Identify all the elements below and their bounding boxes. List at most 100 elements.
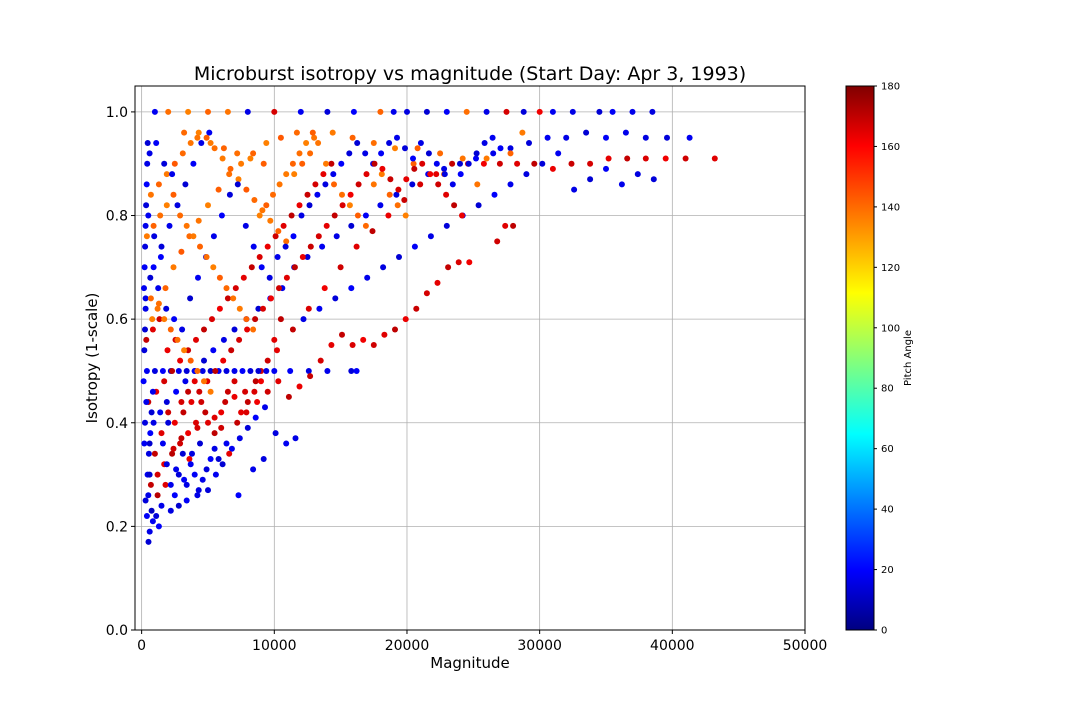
scatter-point bbox=[231, 368, 238, 374]
scatter-point bbox=[502, 222, 509, 229]
scatter-point bbox=[441, 171, 448, 178]
scatter-point bbox=[292, 435, 299, 442]
scatter-point bbox=[220, 145, 227, 152]
scatter-point bbox=[194, 134, 201, 141]
scatter-point bbox=[369, 228, 376, 235]
scatter-point bbox=[583, 129, 590, 136]
scatter-point bbox=[287, 368, 294, 374]
scatter-point bbox=[224, 108, 231, 115]
scatter-point bbox=[411, 165, 418, 172]
scatter-point bbox=[141, 347, 148, 354]
scatter-point bbox=[194, 368, 201, 374]
scatter-point bbox=[312, 181, 319, 188]
scatter-point bbox=[305, 305, 312, 312]
scatter-point bbox=[155, 300, 162, 307]
scatter-point bbox=[507, 145, 514, 152]
scatter-point bbox=[175, 471, 182, 478]
scatter-point bbox=[347, 191, 354, 198]
scatter-point bbox=[466, 259, 473, 266]
scatter-point bbox=[252, 378, 259, 385]
x-axis-ticks: 0 10000 20000 30000 40000 50000 bbox=[137, 630, 827, 654]
scatter-point bbox=[381, 331, 388, 338]
scatter-point bbox=[346, 202, 353, 209]
scatter-point bbox=[236, 305, 243, 312]
scatter-point bbox=[174, 336, 181, 343]
scatter-point bbox=[218, 409, 225, 416]
scatter-point bbox=[170, 264, 177, 271]
scatter-point bbox=[151, 450, 158, 457]
scatter-point bbox=[173, 466, 180, 473]
scatter-point bbox=[212, 368, 219, 374]
scatter-point bbox=[350, 108, 357, 115]
scatter-point bbox=[197, 243, 203, 250]
scatter-point bbox=[622, 129, 629, 136]
scatter-point bbox=[162, 481, 169, 488]
scatter-point bbox=[171, 316, 178, 323]
scatter-point bbox=[195, 129, 202, 136]
scatter-point bbox=[234, 181, 241, 188]
x-tick-label: 30000 bbox=[517, 638, 562, 654]
scatter-point bbox=[263, 202, 270, 209]
scatter-point bbox=[178, 248, 185, 255]
scatter-point bbox=[364, 274, 371, 281]
scatter-point bbox=[571, 186, 578, 193]
scatter-point bbox=[228, 445, 235, 452]
scatter-point bbox=[194, 492, 201, 499]
scatter-point bbox=[331, 212, 338, 219]
chart-title: Microburst isotropy vs magnitude (Start … bbox=[194, 63, 746, 85]
y-tick-label: 0.8 bbox=[106, 209, 128, 225]
scatter-point bbox=[226, 450, 233, 457]
scatter-point bbox=[163, 202, 170, 209]
scatter-point bbox=[370, 342, 377, 348]
scatter-point bbox=[288, 212, 295, 219]
scatter-point bbox=[156, 316, 163, 323]
scatter-point bbox=[150, 419, 157, 426]
scatter-point bbox=[196, 388, 203, 395]
scatter-point bbox=[143, 399, 150, 405]
scatter-point bbox=[481, 140, 488, 146]
scatter-point bbox=[211, 145, 218, 152]
colorbar-tick-label: 160 bbox=[881, 142, 900, 153]
scatter-point bbox=[185, 108, 192, 115]
scatter-point bbox=[149, 388, 156, 395]
scatter-point bbox=[337, 264, 344, 271]
scatter-point bbox=[348, 222, 355, 229]
scatter-point bbox=[179, 326, 186, 333]
scatter-point bbox=[275, 228, 282, 235]
scatter-point bbox=[378, 171, 385, 178]
scatter-point bbox=[328, 160, 335, 167]
scatter-point bbox=[158, 502, 165, 509]
scatter-point bbox=[142, 243, 149, 250]
scatter-point bbox=[264, 357, 271, 364]
scatter-point bbox=[390, 108, 397, 115]
scatter-point bbox=[451, 202, 458, 209]
scatter-point bbox=[216, 274, 223, 281]
scatter-point bbox=[243, 316, 250, 323]
colorbar-tick-label: 0 bbox=[881, 626, 887, 637]
scatter-point bbox=[475, 202, 482, 209]
scatter-point bbox=[455, 259, 462, 266]
scatter-point bbox=[293, 129, 300, 136]
scatter-point bbox=[201, 378, 207, 385]
data-points bbox=[140, 108, 718, 545]
scatter-point bbox=[212, 471, 219, 478]
scatter-point bbox=[386, 191, 393, 198]
colorbar-ticks: 0 20 40 60 80 100 120 140 160 180 bbox=[874, 82, 900, 637]
scatter-point bbox=[711, 155, 718, 162]
scatter-point bbox=[290, 233, 297, 240]
scatter-point bbox=[183, 481, 190, 488]
scatter-point bbox=[662, 155, 669, 162]
scatter-point bbox=[445, 264, 452, 271]
scatter-point bbox=[282, 243, 289, 250]
scatter-point bbox=[332, 295, 339, 302]
scatter-point bbox=[220, 336, 227, 343]
scatter-point bbox=[353, 368, 360, 374]
scatter-point bbox=[207, 368, 214, 374]
scatter-point bbox=[568, 160, 575, 167]
scatter-point bbox=[393, 191, 400, 198]
scatter-point bbox=[526, 140, 532, 146]
scatter-point bbox=[363, 171, 370, 178]
scatter-point bbox=[177, 212, 184, 219]
scatter-point bbox=[276, 285, 282, 292]
scatter-point bbox=[148, 409, 155, 416]
